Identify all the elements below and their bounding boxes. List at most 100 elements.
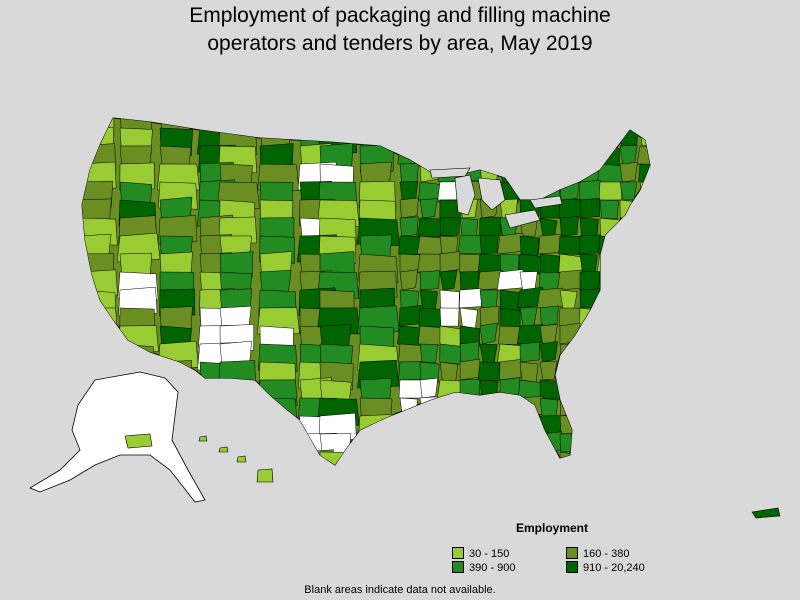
area-region (499, 397, 519, 417)
area-region (636, 145, 650, 166)
area-region (398, 361, 424, 381)
area-region (519, 413, 539, 435)
area-region (618, 379, 644, 401)
area-region (399, 216, 419, 237)
area-region (359, 450, 394, 465)
area-region (397, 145, 426, 165)
area-region (618, 235, 643, 255)
area-region (638, 397, 650, 417)
area-region (199, 379, 235, 409)
area-region (459, 358, 481, 381)
area-region (479, 234, 499, 255)
area-region (619, 397, 639, 417)
area-region (479, 343, 498, 363)
area-region (499, 450, 521, 465)
area-region (516, 145, 547, 166)
area-region (499, 413, 522, 435)
area-region (579, 118, 600, 129)
area-region (479, 322, 498, 345)
area-region (639, 359, 650, 381)
area-region (539, 360, 558, 381)
area-region (499, 118, 518, 131)
legend-swatch (452, 561, 464, 574)
area-region (499, 289, 521, 311)
area-region (637, 217, 650, 238)
great-lake (429, 167, 471, 179)
area-region (577, 433, 605, 456)
area-region (436, 118, 467, 129)
legend-label: 160 - 380 (583, 548, 630, 560)
area-region (619, 412, 639, 435)
area-region (579, 414, 601, 435)
area-region (459, 378, 481, 399)
area-region (639, 431, 650, 453)
area-region (519, 361, 539, 383)
area-region (618, 252, 644, 273)
area-region (638, 415, 650, 436)
area-region (637, 271, 650, 292)
area-region (599, 125, 621, 147)
area-region (617, 343, 644, 363)
area-region (639, 451, 650, 465)
title-line-2: operators and tenders by area, May 2019 (207, 32, 593, 55)
area-region (439, 251, 461, 273)
area-region (458, 413, 484, 435)
area-region (519, 235, 540, 257)
area-region (439, 145, 461, 167)
map-regions (29, 117, 781, 519)
area-region (579, 271, 601, 291)
area-region (559, 394, 580, 417)
area-region (619, 361, 639, 383)
great-lake (529, 195, 563, 209)
area-region (459, 145, 481, 168)
area-region (218, 379, 257, 407)
area-region (519, 307, 538, 327)
area-region (598, 181, 623, 201)
area-region (499, 359, 522, 381)
area-region (559, 343, 579, 365)
area-region (559, 162, 581, 183)
area-region (199, 451, 234, 465)
area-region (439, 125, 461, 147)
area-region (539, 118, 562, 129)
area-region (199, 395, 233, 425)
area-region (638, 163, 650, 183)
area-region (479, 127, 499, 148)
area-region (578, 145, 604, 166)
area-region (539, 305, 559, 327)
area-region (519, 449, 539, 465)
great-lake (454, 174, 476, 216)
area-region (538, 415, 563, 435)
area-region (259, 415, 293, 445)
area-region (457, 126, 486, 147)
area-region (459, 288, 482, 309)
area-region (416, 415, 446, 437)
area-region (398, 415, 424, 436)
area-region (439, 217, 460, 237)
area-region (439, 451, 462, 465)
area-region (519, 433, 541, 453)
area-region (637, 325, 650, 345)
area-region (539, 253, 560, 275)
area-region (559, 145, 581, 166)
area-region (599, 360, 619, 381)
area-region (619, 161, 638, 183)
area-region (579, 359, 598, 381)
area-region (459, 217, 479, 239)
area-region (439, 343, 461, 365)
area-region (539, 162, 560, 183)
area-region (439, 361, 459, 383)
area-region (559, 289, 578, 311)
area-region (479, 432, 499, 453)
area-region (398, 343, 424, 364)
area-region (579, 198, 601, 219)
area-region (219, 413, 253, 443)
area-region (639, 288, 650, 309)
area-region (557, 127, 585, 149)
legend-label: 390 - 900 (469, 562, 516, 574)
area-region (479, 305, 500, 327)
area-region (579, 217, 599, 238)
area-region (498, 145, 524, 167)
area-region (459, 325, 481, 347)
